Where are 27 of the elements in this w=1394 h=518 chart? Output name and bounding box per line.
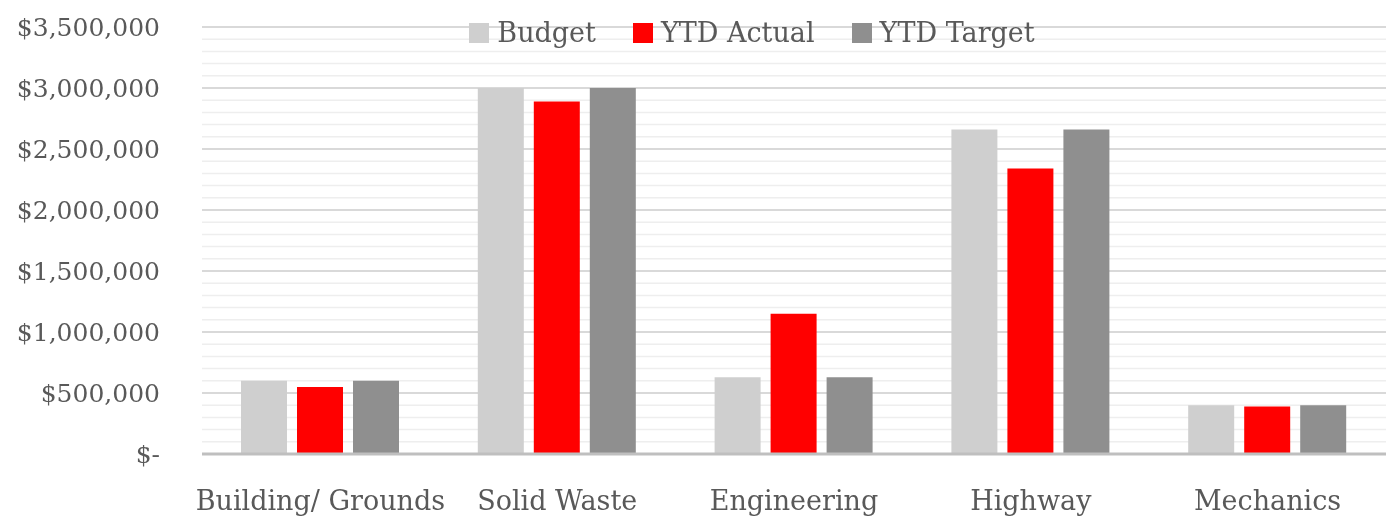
bar <box>589 88 636 454</box>
x-tick-label: Highway <box>970 485 1093 516</box>
bar <box>297 386 343 454</box>
y-tick-label: $2,000,000 <box>16 196 160 225</box>
x-tick-label: Mechanics <box>1193 485 1342 516</box>
x-tick-label: Building/ Grounds <box>195 485 446 516</box>
x-tick-label: Engineering <box>709 485 879 516</box>
y-tick-label: $1,000,000 <box>16 318 160 347</box>
legend-label: YTD Actual <box>660 17 815 48</box>
y-tick-label: $2,500,000 <box>16 135 160 164</box>
bar <box>1244 406 1291 454</box>
y-tick-label: $3,500,000 <box>16 13 160 42</box>
y-tick-label: $- <box>135 440 160 469</box>
bar <box>1007 168 1054 454</box>
y-tick-label: $1,500,000 <box>16 257 160 286</box>
x-tick-label: Solid Waste <box>477 485 638 516</box>
legend-label: Budget <box>497 17 596 48</box>
bar <box>533 101 580 454</box>
bar <box>353 380 399 454</box>
legend-label: YTD Target <box>879 17 1035 48</box>
y-tick-label: $3,000,000 <box>16 74 160 103</box>
bar <box>1300 405 1347 454</box>
bar <box>1188 405 1235 454</box>
bar <box>770 313 817 454</box>
bar <box>826 377 873 454</box>
bar <box>1063 129 1110 454</box>
y-tick-label: $500,000 <box>40 379 160 408</box>
